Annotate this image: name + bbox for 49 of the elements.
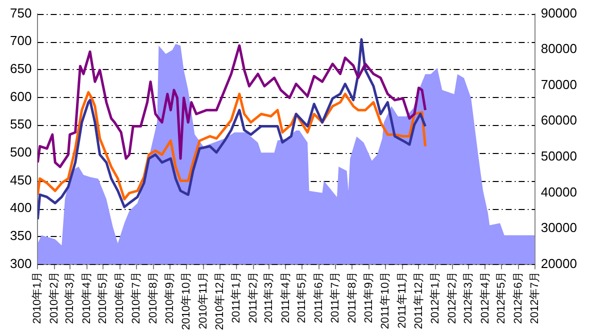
- y2-tick-label: 40000: [540, 184, 578, 200]
- x-tick-label: 2011年7月: [329, 271, 342, 324]
- x-tick-label: 2010年11月: [197, 271, 210, 330]
- y2-tick-label: 60000: [540, 112, 578, 128]
- y-tick-label: 700: [10, 33, 32, 48]
- x-tick-label: 2011年1月: [230, 271, 243, 324]
- x-tick-label: 2012年1月: [430, 271, 442, 324]
- x-tick-label: 2012年6月: [512, 271, 525, 324]
- x-tick-label: 2010年7月: [130, 271, 142, 324]
- y2-tick-label: 30000: [540, 220, 578, 236]
- x-tick-label: 2011年8月: [346, 271, 358, 324]
- y-tick-label: 300: [10, 256, 32, 271]
- x-tick-label: 2012年3月: [462, 271, 474, 324]
- y2-tick-label: 80000: [540, 41, 578, 56]
- x-tick-label: 2012年2月: [446, 271, 459, 324]
- y-tick-label: 500: [10, 144, 32, 160]
- x-tick-label: 2011年11月: [396, 271, 408, 328]
- x-tick-label: 2010年8月: [147, 271, 160, 324]
- x-tick-label: 2010年5月: [97, 271, 110, 324]
- x-tick-label: 2011年9月: [363, 271, 376, 324]
- y-tick-label: 750: [10, 5, 32, 20]
- x-tick-label: 2010年3月: [64, 271, 76, 324]
- x-tick-label: 2010年6月: [114, 271, 126, 324]
- x-tick-label: 2011年10月: [380, 271, 392, 330]
- x-tick-label: 2011年4月: [280, 271, 292, 324]
- y-tick-label: 650: [10, 61, 32, 76]
- x-tick-label: 2011年12月: [412, 271, 425, 330]
- x-tick-label: 2012年7月: [528, 271, 541, 324]
- x-tick-label: 2010年4月: [80, 271, 93, 324]
- y-tick-label: 450: [10, 172, 32, 188]
- y2-tick-label: 20000: [540, 256, 578, 271]
- x-tick-label: 2010年9月: [164, 271, 176, 324]
- x-tick-label: 2011年5月: [296, 271, 308, 324]
- y-tick-label: 400: [10, 200, 32, 216]
- y2-tick-label: 90000: [540, 5, 578, 20]
- x-tick-label: 2012年5月: [496, 271, 508, 324]
- y2-tick-label: 50000: [540, 148, 578, 164]
- x-tick-label: 2010年1月: [32, 271, 44, 324]
- y-tick-label: 550: [10, 116, 32, 132]
- y-tick-label: 350: [10, 228, 32, 244]
- x-tick-label: 2010年10月: [180, 271, 193, 330]
- x-tick-label: 2011年6月: [313, 271, 326, 324]
- y-tick-label: 600: [10, 88, 32, 104]
- y2-tick-label: 70000: [540, 76, 578, 92]
- x-tick-label: 2012年4月: [479, 271, 492, 324]
- x-tick-label: 2010年2月: [48, 271, 61, 324]
- x-tick-label: 2010年12月: [214, 271, 226, 330]
- x-tick-label: 2011年2月: [248, 271, 260, 324]
- x-tick-label: 2011年3月: [262, 271, 275, 324]
